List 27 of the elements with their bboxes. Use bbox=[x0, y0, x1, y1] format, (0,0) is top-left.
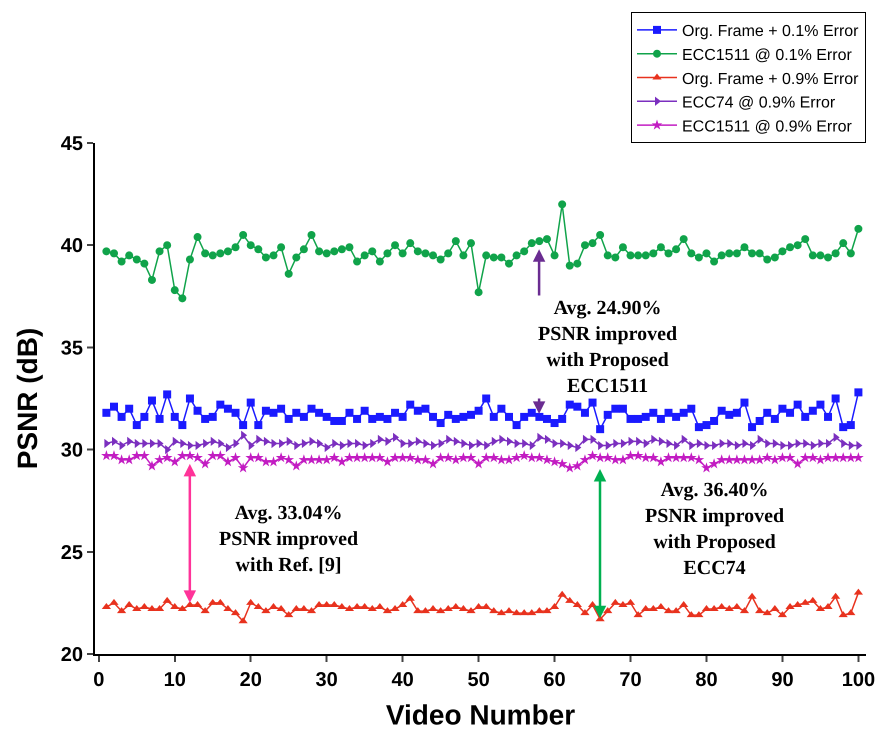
legend-label: Org. Frame + 0.1% Error bbox=[682, 23, 860, 40]
y-tick-label: 30 bbox=[60, 440, 83, 462]
x-tick-label: 50 bbox=[467, 669, 490, 691]
x-tick-label: 100 bbox=[842, 669, 876, 691]
x-tick-label: 60 bbox=[543, 669, 566, 691]
y-tick-label: 45 bbox=[60, 133, 83, 155]
annotation: Avg. 33.04% PSNR improved with Ref. [9] bbox=[219, 502, 358, 576]
legend-label: ECC1511 @ 0.1% Error bbox=[682, 46, 852, 64]
annotation: Avg. 36.40% PSNR improved with Proposed ECC74 bbox=[645, 479, 784, 579]
x-tick-label: 10 bbox=[164, 669, 186, 691]
x-tick-label: 0 bbox=[93, 669, 104, 691]
y-tick-label: 25 bbox=[60, 542, 83, 564]
legend-label: ECC1511 @ 0.9% Error bbox=[682, 118, 852, 136]
x-tick-label: 40 bbox=[392, 669, 414, 691]
legend-label: ECC74 @ 0.9% Error bbox=[682, 94, 836, 112]
x-tick-label: 90 bbox=[771, 669, 794, 691]
x-tick-label: 70 bbox=[619, 669, 642, 691]
x-tick-label: 30 bbox=[316, 669, 338, 691]
y-tick-label: 40 bbox=[60, 235, 83, 258]
annotation: Avg. 24.90% PSNR improved with Proposed ECC1511 bbox=[538, 297, 678, 397]
y-axis-title: PSNR (dB) bbox=[12, 328, 43, 470]
x-tick-label: 20 bbox=[240, 669, 262, 691]
y-tick-label: 35 bbox=[60, 337, 83, 360]
legend-label: Org. Frame + 0.9% Error bbox=[682, 70, 860, 88]
x-axis-title: Video Number bbox=[386, 700, 576, 731]
y-tick-label: 20 bbox=[60, 644, 83, 666]
x-tick-label: 80 bbox=[695, 669, 718, 691]
